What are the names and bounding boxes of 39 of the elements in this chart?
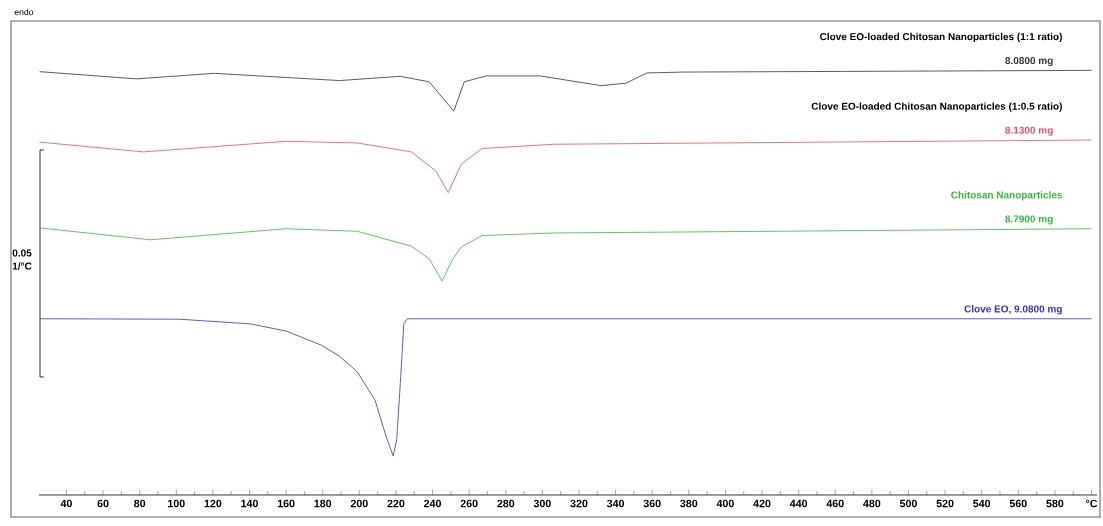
x-tick-label: 460	[826, 499, 844, 508]
text: 8.0800 mg	[1005, 57, 1053, 67]
annotation: 8.7900 mg	[1005, 215, 1053, 225]
x-tick-label: 40	[60, 499, 72, 508]
x-tick-label: 300	[533, 499, 551, 508]
x-tick-label: 280	[497, 499, 515, 508]
text: Clove EO-loaded Chitosan Nanoparticles (1:1 ratio)	[820, 32, 1062, 43]
text: Chitosan Nanoparticles	[951, 191, 1063, 201]
x-tick-label: 440	[789, 499, 808, 508]
text: 1/°C	[12, 262, 32, 270]
series-label: Clove EO, 9.0800 mg	[964, 305, 1062, 315]
x-tick-label: 480	[863, 499, 881, 508]
x-tick-label: 380	[680, 499, 698, 508]
x-tick-label: 140	[241, 499, 258, 508]
x-tick-label: 320	[570, 499, 588, 508]
x-tick-label: 120	[204, 499, 222, 508]
annotation: 8.1300 mg	[1005, 126, 1053, 136]
x-tick-label: 260	[460, 499, 478, 508]
x-tick-label: 580	[1046, 499, 1064, 508]
x-tick-label: 100	[168, 499, 185, 508]
x-tick-label: 220	[387, 499, 405, 508]
x-tick-label: 500	[899, 499, 917, 508]
x-tick-label: 160	[277, 499, 295, 508]
x-tick-label: 60	[97, 499, 109, 508]
x-tick-label: 180	[314, 499, 332, 508]
text: endo	[14, 8, 34, 16]
x-tick-label: 240	[424, 499, 442, 508]
x-tick-label: 420	[753, 499, 771, 508]
x-tick-label: 540	[973, 499, 991, 508]
x-tick-label: 80	[134, 499, 146, 508]
x-tick-label: 340	[606, 499, 625, 508]
x-tick-label: 400	[716, 499, 734, 508]
x-tick-label: 520	[936, 499, 954, 508]
x-tick-label: 360	[643, 499, 661, 508]
x-tick-label: °C	[1085, 499, 1098, 508]
x-tick-label: 200	[350, 499, 368, 508]
text: 0.05	[12, 249, 32, 257]
text: Clove EO-loaded Chitosan Nanoparticles (1:0.5 ratio)	[811, 102, 1062, 112]
x-tick-label: 560	[1009, 499, 1027, 508]
